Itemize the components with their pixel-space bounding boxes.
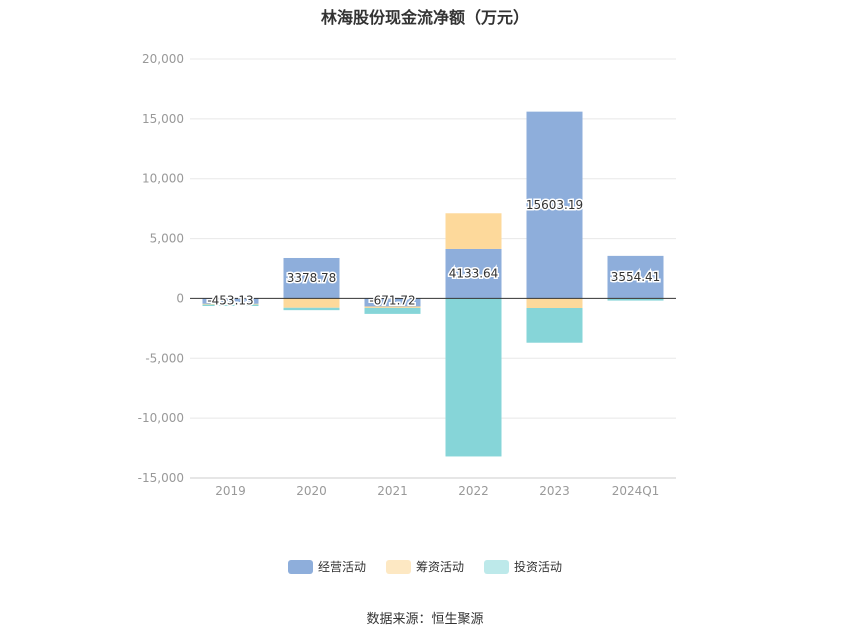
chart-title: 林海股份现金流净额（万元） <box>320 8 529 27</box>
data-label: 3554.41 <box>611 270 661 284</box>
y-tick-label: -15,000 <box>138 471 184 485</box>
bar-investing <box>283 307 340 311</box>
bar-operating <box>445 248 502 299</box>
x-axis-ticks: 2019 2020 2021 2022 2023 2024Q1 <box>215 484 659 498</box>
y-tick-label: 5,000 <box>150 232 184 246</box>
bar-operating <box>607 255 664 299</box>
legend-swatch-financing <box>385 559 411 574</box>
legend-item-operating[interactable]: 经营活动 <box>287 558 366 575</box>
bar-operating <box>202 298 259 304</box>
y-tick-label: 10,000 <box>142 172 184 186</box>
data-labels: -453.13 3378.78 -671.72 4133.64 15603.19 3554… <box>206 197 662 309</box>
bar-financing <box>202 303 259 305</box>
y-tick-label: 20,000 <box>142 52 184 66</box>
bar-investing <box>202 304 259 307</box>
bar-operating <box>526 111 583 299</box>
legend-item-financing[interactable]: 筹资活动 <box>385 558 464 575</box>
grid-lines <box>190 58 676 479</box>
bar-operating <box>364 298 421 307</box>
x-tick-label: 2020 <box>296 484 327 498</box>
data-label: 15603.19 <box>526 198 583 212</box>
x-tick-label: 2021 <box>377 484 408 498</box>
bar-financing <box>283 298 340 308</box>
bar-investing <box>526 308 583 343</box>
x-tick-label: 2019 <box>215 484 246 498</box>
y-axis-ticks: 20,000 15,000 10,000 5,000 0 -5,000 -10,000 -15… <box>138 52 184 485</box>
bar-financing <box>445 213 502 249</box>
legend-swatch-investing <box>484 559 509 574</box>
x-tick-label: 2024Q1 <box>612 484 660 498</box>
x-tick-label: 2022 <box>458 484 489 498</box>
bar-investing <box>364 307 421 314</box>
legend-swatch-operating <box>287 559 313 574</box>
legend-label-operating: 经营活动 <box>317 560 366 574</box>
x-tick-label: 2023 <box>539 484 570 498</box>
data-label: 4133.64 <box>449 267 499 281</box>
y-tick-label: 15,000 <box>142 112 184 126</box>
zero-axis <box>190 297 676 479</box>
legend-item-investing[interactable]: 投资活动 <box>484 558 562 575</box>
data-label: 3378.78 <box>287 271 337 285</box>
y-tick-label: -5,000 <box>145 351 184 365</box>
y-tick-label: -10,000 <box>138 411 184 425</box>
data-label: -671.72 <box>369 293 415 307</box>
bar-investing <box>445 298 502 457</box>
legend-label-investing: 投资活动 <box>514 560 563 574</box>
y-tick-label: 0 <box>176 291 184 305</box>
bar-operating <box>283 257 340 299</box>
bar-investing <box>607 298 664 301</box>
legend-label-financing: 筹资活动 <box>415 560 464 574</box>
legend: 经营活动 筹资活动 投资活动 <box>0 558 850 575</box>
bar-financing <box>526 298 583 309</box>
data-label: -453.13 <box>207 293 253 307</box>
source-note: 数据来源：恒生聚源 <box>366 612 484 627</box>
bars <box>202 111 664 457</box>
bar-financing <box>364 306 421 308</box>
